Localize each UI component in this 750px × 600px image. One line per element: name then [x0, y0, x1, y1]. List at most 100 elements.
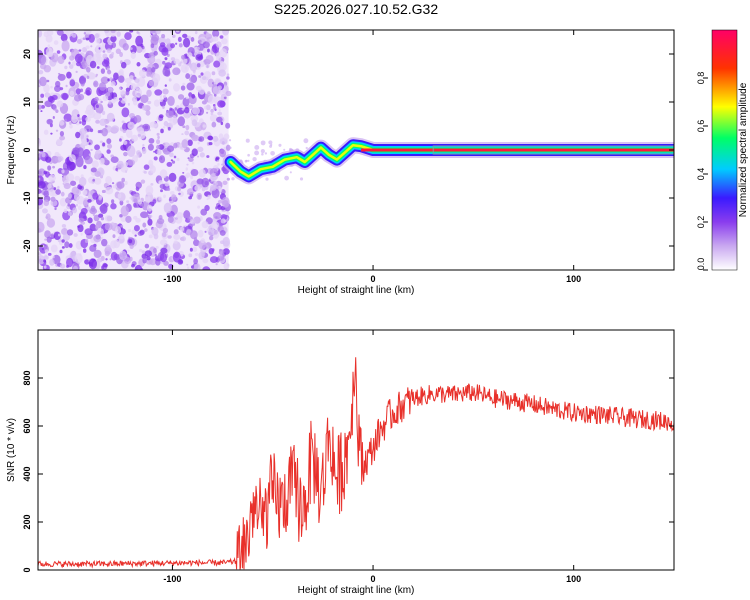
noise-speck: [104, 215, 113, 222]
noise-speck: [98, 47, 101, 50]
noise-speck: [54, 85, 61, 93]
noise-speck: [102, 142, 106, 147]
noise-speck: [100, 230, 104, 235]
noise-speck: [101, 189, 106, 194]
noise-speck: [153, 247, 157, 254]
noise-speck: [77, 114, 80, 117]
noise-speck: [219, 230, 226, 236]
noise-speck: [197, 141, 200, 145]
noise-speck: [115, 168, 118, 171]
noise-speck: [133, 204, 138, 208]
noise-speck: [110, 80, 116, 87]
noise-speck: [59, 249, 63, 254]
noise-speck: [61, 228, 68, 235]
noise-speck: [53, 187, 57, 191]
noise-speck: [82, 248, 87, 253]
noise-speck: [59, 135, 66, 141]
noise-speck: [78, 176, 87, 187]
noise-speck: [125, 215, 132, 223]
noise-speck: [43, 190, 50, 198]
noise-speck: [91, 160, 99, 168]
noise-speck: [210, 221, 220, 230]
noise-speck: [148, 234, 153, 239]
noise-speck: [161, 34, 166, 39]
noise-speck: [66, 229, 74, 236]
noise-speck: [119, 213, 123, 218]
noise-speck: [139, 154, 143, 157]
noise-speck: [143, 164, 150, 170]
colorbar-tick-label: 0.0: [696, 258, 706, 271]
noise-speck: [213, 229, 218, 235]
noise-speck: [145, 185, 154, 196]
noise-speck: [130, 83, 137, 91]
top-y-axis-label: Frequency (Hz): [6, 116, 17, 185]
noise-speck: [254, 150, 260, 156]
noise-speck: [75, 156, 84, 168]
noise-speck: [218, 109, 221, 112]
noise-speck: [160, 128, 164, 134]
noise-speck: [190, 169, 199, 177]
noise-speck: [152, 199, 157, 204]
noise-speck: [178, 192, 181, 195]
noise-speck: [101, 236, 104, 240]
colorbar-label: Normalized spectral amplitude: [738, 82, 749, 217]
noise-speck: [185, 73, 191, 80]
noise-speck: [172, 241, 181, 251]
noise-speck: [221, 196, 230, 208]
noise-speck: [163, 202, 172, 214]
noise-speck: [74, 175, 81, 181]
noise-speck: [99, 82, 107, 91]
noise-speck: [142, 257, 147, 264]
noise-speck: [141, 250, 145, 254]
noise-speck: [207, 78, 215, 88]
noise-speck: [46, 79, 50, 83]
noise-speck: [260, 140, 266, 146]
noise-speck: [205, 104, 211, 111]
noise-speck: [178, 62, 182, 67]
bottom-x-axis-label: Height of straight line (km): [298, 585, 415, 596]
noise-speck: [153, 150, 156, 153]
noise-speck: [147, 143, 154, 151]
noise-speck: [208, 141, 213, 146]
noise-speck: [171, 160, 176, 164]
noise-speck: [188, 253, 193, 258]
noise-region: [38, 30, 309, 270]
noise-speck: [153, 156, 158, 161]
noise-speck: [100, 100, 103, 104]
noise-speck: [185, 167, 188, 171]
noise-speck: [104, 222, 113, 231]
noise-speck: [222, 30, 230, 36]
noise-speck: [94, 177, 102, 185]
noise-speck: [137, 184, 141, 188]
noise-speck: [78, 205, 82, 210]
noise-speck: [170, 159, 173, 162]
noise-speck: [104, 125, 108, 128]
top-y-tick-label: 0: [22, 147, 32, 152]
noise-speck: [184, 106, 190, 114]
noise-speck: [95, 104, 99, 109]
noise-speck: [226, 76, 230, 80]
noise-speck: [83, 73, 88, 78]
noise-speck: [219, 149, 227, 158]
noise-speck: [225, 90, 232, 97]
noise-speck: [159, 94, 163, 98]
noise-speck: [166, 53, 170, 58]
noise-speck: [130, 134, 139, 142]
noise-speck: [174, 107, 178, 111]
bottom-y-tick-label: 600: [22, 418, 32, 433]
noise-speck: [196, 46, 200, 50]
noise-speck: [154, 253, 157, 257]
snr-series-line: [38, 357, 674, 570]
noise-speck: [127, 228, 132, 233]
noise-speck: [102, 95, 109, 102]
noise-speck: [168, 198, 172, 202]
noise-speck: [221, 38, 228, 45]
noise-speck: [112, 234, 116, 239]
noise-speck: [178, 43, 183, 48]
noise-speck: [102, 263, 108, 268]
noise-speck: [166, 187, 171, 191]
noise-speck: [71, 186, 80, 196]
noise-speck: [52, 115, 55, 119]
noise-speck: [120, 61, 127, 69]
noise-speck: [44, 230, 51, 239]
